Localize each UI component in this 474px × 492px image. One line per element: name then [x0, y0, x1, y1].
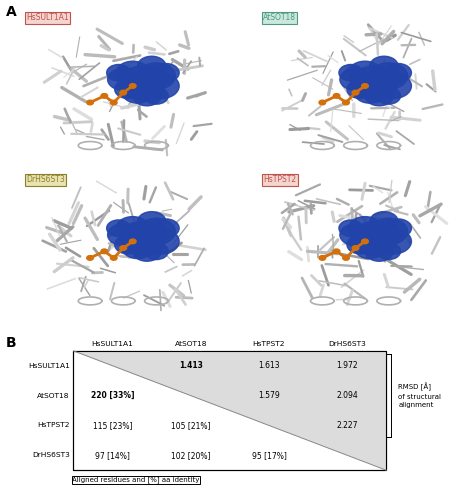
Circle shape — [115, 236, 141, 254]
Circle shape — [116, 61, 149, 84]
Circle shape — [120, 246, 127, 250]
Text: RMSD [Å]
of structural
alignment: RMSD [Å] of structural alignment — [398, 383, 441, 408]
Text: 1.579: 1.579 — [258, 391, 280, 400]
Circle shape — [107, 64, 130, 81]
Circle shape — [351, 66, 398, 99]
Text: A: A — [6, 5, 17, 19]
Text: 1.972: 1.972 — [337, 361, 358, 370]
Circle shape — [339, 220, 363, 237]
Text: Aligned residues and [%] aa identity: Aligned residues and [%] aa identity — [73, 477, 200, 484]
Circle shape — [347, 236, 374, 254]
Circle shape — [137, 56, 166, 76]
Circle shape — [370, 56, 398, 76]
Text: HsSULT1A1: HsSULT1A1 — [91, 341, 134, 347]
Circle shape — [108, 68, 139, 90]
Circle shape — [129, 239, 136, 244]
Circle shape — [352, 90, 359, 95]
Text: 1.613: 1.613 — [258, 361, 280, 370]
Circle shape — [145, 243, 168, 260]
Circle shape — [153, 63, 179, 82]
Circle shape — [352, 246, 359, 250]
Circle shape — [385, 219, 411, 238]
Circle shape — [122, 82, 153, 103]
Circle shape — [362, 84, 368, 88]
Circle shape — [108, 224, 139, 246]
Text: HsTPST2: HsTPST2 — [263, 175, 296, 184]
Circle shape — [355, 82, 385, 103]
Text: 220 [33%]: 220 [33%] — [91, 391, 134, 400]
Text: 2.094: 2.094 — [337, 391, 358, 400]
Circle shape — [340, 68, 371, 90]
Circle shape — [116, 216, 149, 240]
Circle shape — [370, 212, 398, 231]
Circle shape — [145, 88, 168, 104]
Text: 115 [23%]: 115 [23%] — [93, 421, 132, 430]
Circle shape — [347, 80, 374, 98]
Text: 97 [14%]: 97 [14%] — [95, 451, 130, 460]
Circle shape — [365, 86, 393, 106]
Text: AtSOT18: AtSOT18 — [174, 341, 207, 347]
Circle shape — [343, 256, 349, 260]
Circle shape — [143, 229, 179, 254]
Circle shape — [115, 80, 141, 98]
Circle shape — [118, 66, 166, 99]
Circle shape — [370, 218, 408, 245]
Circle shape — [362, 239, 368, 244]
Circle shape — [133, 86, 161, 106]
Text: HsSULT1A1: HsSULT1A1 — [28, 363, 70, 369]
Text: 95 [17%]: 95 [17%] — [252, 451, 286, 460]
Circle shape — [118, 221, 166, 255]
Circle shape — [137, 218, 175, 245]
Circle shape — [343, 100, 349, 105]
Circle shape — [153, 219, 179, 238]
Circle shape — [110, 256, 117, 260]
Circle shape — [137, 63, 175, 89]
Bar — [73, 351, 386, 470]
Circle shape — [133, 242, 161, 261]
Circle shape — [355, 238, 385, 259]
Circle shape — [340, 224, 371, 246]
Circle shape — [319, 100, 326, 105]
Text: 105 [21%]: 105 [21%] — [171, 421, 210, 430]
Text: DrHS6ST3: DrHS6ST3 — [328, 341, 366, 347]
Text: 102 [20%]: 102 [20%] — [171, 451, 210, 460]
Text: 2.227: 2.227 — [337, 421, 358, 430]
Circle shape — [333, 249, 340, 254]
Circle shape — [110, 100, 117, 105]
Circle shape — [348, 216, 382, 240]
Circle shape — [122, 238, 153, 259]
Circle shape — [129, 84, 136, 88]
Circle shape — [365, 242, 393, 261]
Text: AtSOT18: AtSOT18 — [37, 393, 70, 399]
Circle shape — [370, 63, 408, 89]
Circle shape — [101, 93, 108, 98]
Circle shape — [333, 93, 340, 98]
Text: HsTPST2: HsTPST2 — [37, 423, 70, 429]
Text: HsSULT1A1: HsSULT1A1 — [26, 13, 69, 22]
Circle shape — [319, 256, 326, 260]
Text: B: B — [6, 336, 16, 349]
Text: DrHS6ST3: DrHS6ST3 — [32, 452, 70, 459]
Circle shape — [377, 243, 401, 260]
Text: DrHS6ST3: DrHS6ST3 — [26, 175, 65, 184]
Circle shape — [120, 90, 127, 95]
Text: 1.413: 1.413 — [179, 361, 203, 370]
Circle shape — [377, 88, 401, 104]
Circle shape — [87, 256, 93, 260]
Circle shape — [348, 61, 382, 84]
Circle shape — [137, 212, 166, 231]
Circle shape — [375, 73, 411, 98]
Circle shape — [101, 249, 108, 254]
Circle shape — [385, 63, 411, 82]
Circle shape — [143, 73, 179, 98]
Polygon shape — [73, 351, 386, 470]
Bar — [73, 351, 386, 470]
Text: AtSOT18: AtSOT18 — [263, 13, 296, 22]
Text: HsTPST2: HsTPST2 — [253, 341, 285, 347]
Circle shape — [351, 221, 398, 255]
Circle shape — [375, 229, 411, 254]
Circle shape — [87, 100, 93, 105]
Circle shape — [339, 64, 363, 81]
Circle shape — [107, 220, 130, 237]
